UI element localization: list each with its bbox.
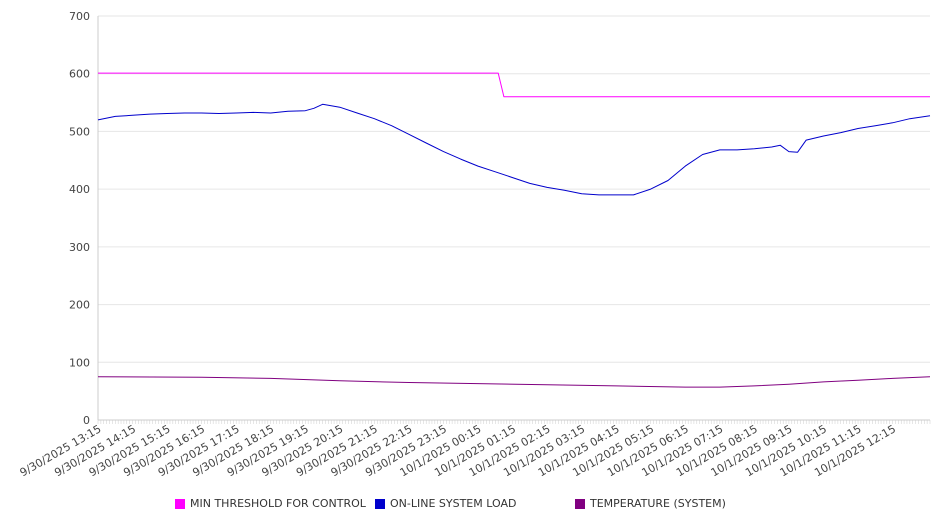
y-tick-label: 600 [69, 68, 90, 81]
legend-swatch-temperature [575, 498, 585, 509]
y-tick-label: 100 [69, 356, 90, 369]
legend-item-temperature[interactable]: TEMPERATURE (SYSTEM) [575, 497, 726, 510]
y-tick-label: 300 [69, 241, 90, 254]
legend-label-system-load: ON-LINE SYSTEM LOAD [390, 497, 517, 510]
y-tick-label: 0 [83, 414, 90, 427]
legend-label-min-threshold: MIN THRESHOLD FOR CONTROL [190, 497, 366, 510]
series-lines [97, 72, 931, 388]
legend-item-min-threshold[interactable]: MIN THRESHOLD FOR CONTROL [175, 497, 366, 510]
series-line-0 [98, 72, 930, 98]
series-line-2 [97, 376, 931, 388]
legend-label-temperature: TEMPERATURE (SYSTEM) [590, 497, 726, 510]
y-tick-label: 700 [69, 10, 90, 23]
gridlines [98, 15, 930, 421]
y-tick-label: 200 [69, 299, 90, 312]
legend: MIN THRESHOLD FOR CONTROL ON-LINE SYSTEM… [0, 497, 946, 515]
axes [97, 16, 930, 421]
legend-swatch-min-threshold [175, 498, 185, 509]
y-tick-label: 500 [69, 125, 90, 138]
y-tick-label: 400 [69, 183, 90, 196]
series-line-1 [97, 103, 931, 196]
y-axis-ticks: 0 100 200 300 400 500 600 700 [69, 10, 90, 427]
legend-swatch-system-load [375, 498, 385, 509]
x-axis-ticks: 9/30/2025 13:159/30/2025 14:159/30/2025 … [18, 420, 931, 479]
legend-item-system-load[interactable]: ON-LINE SYSTEM LOAD [375, 497, 516, 510]
